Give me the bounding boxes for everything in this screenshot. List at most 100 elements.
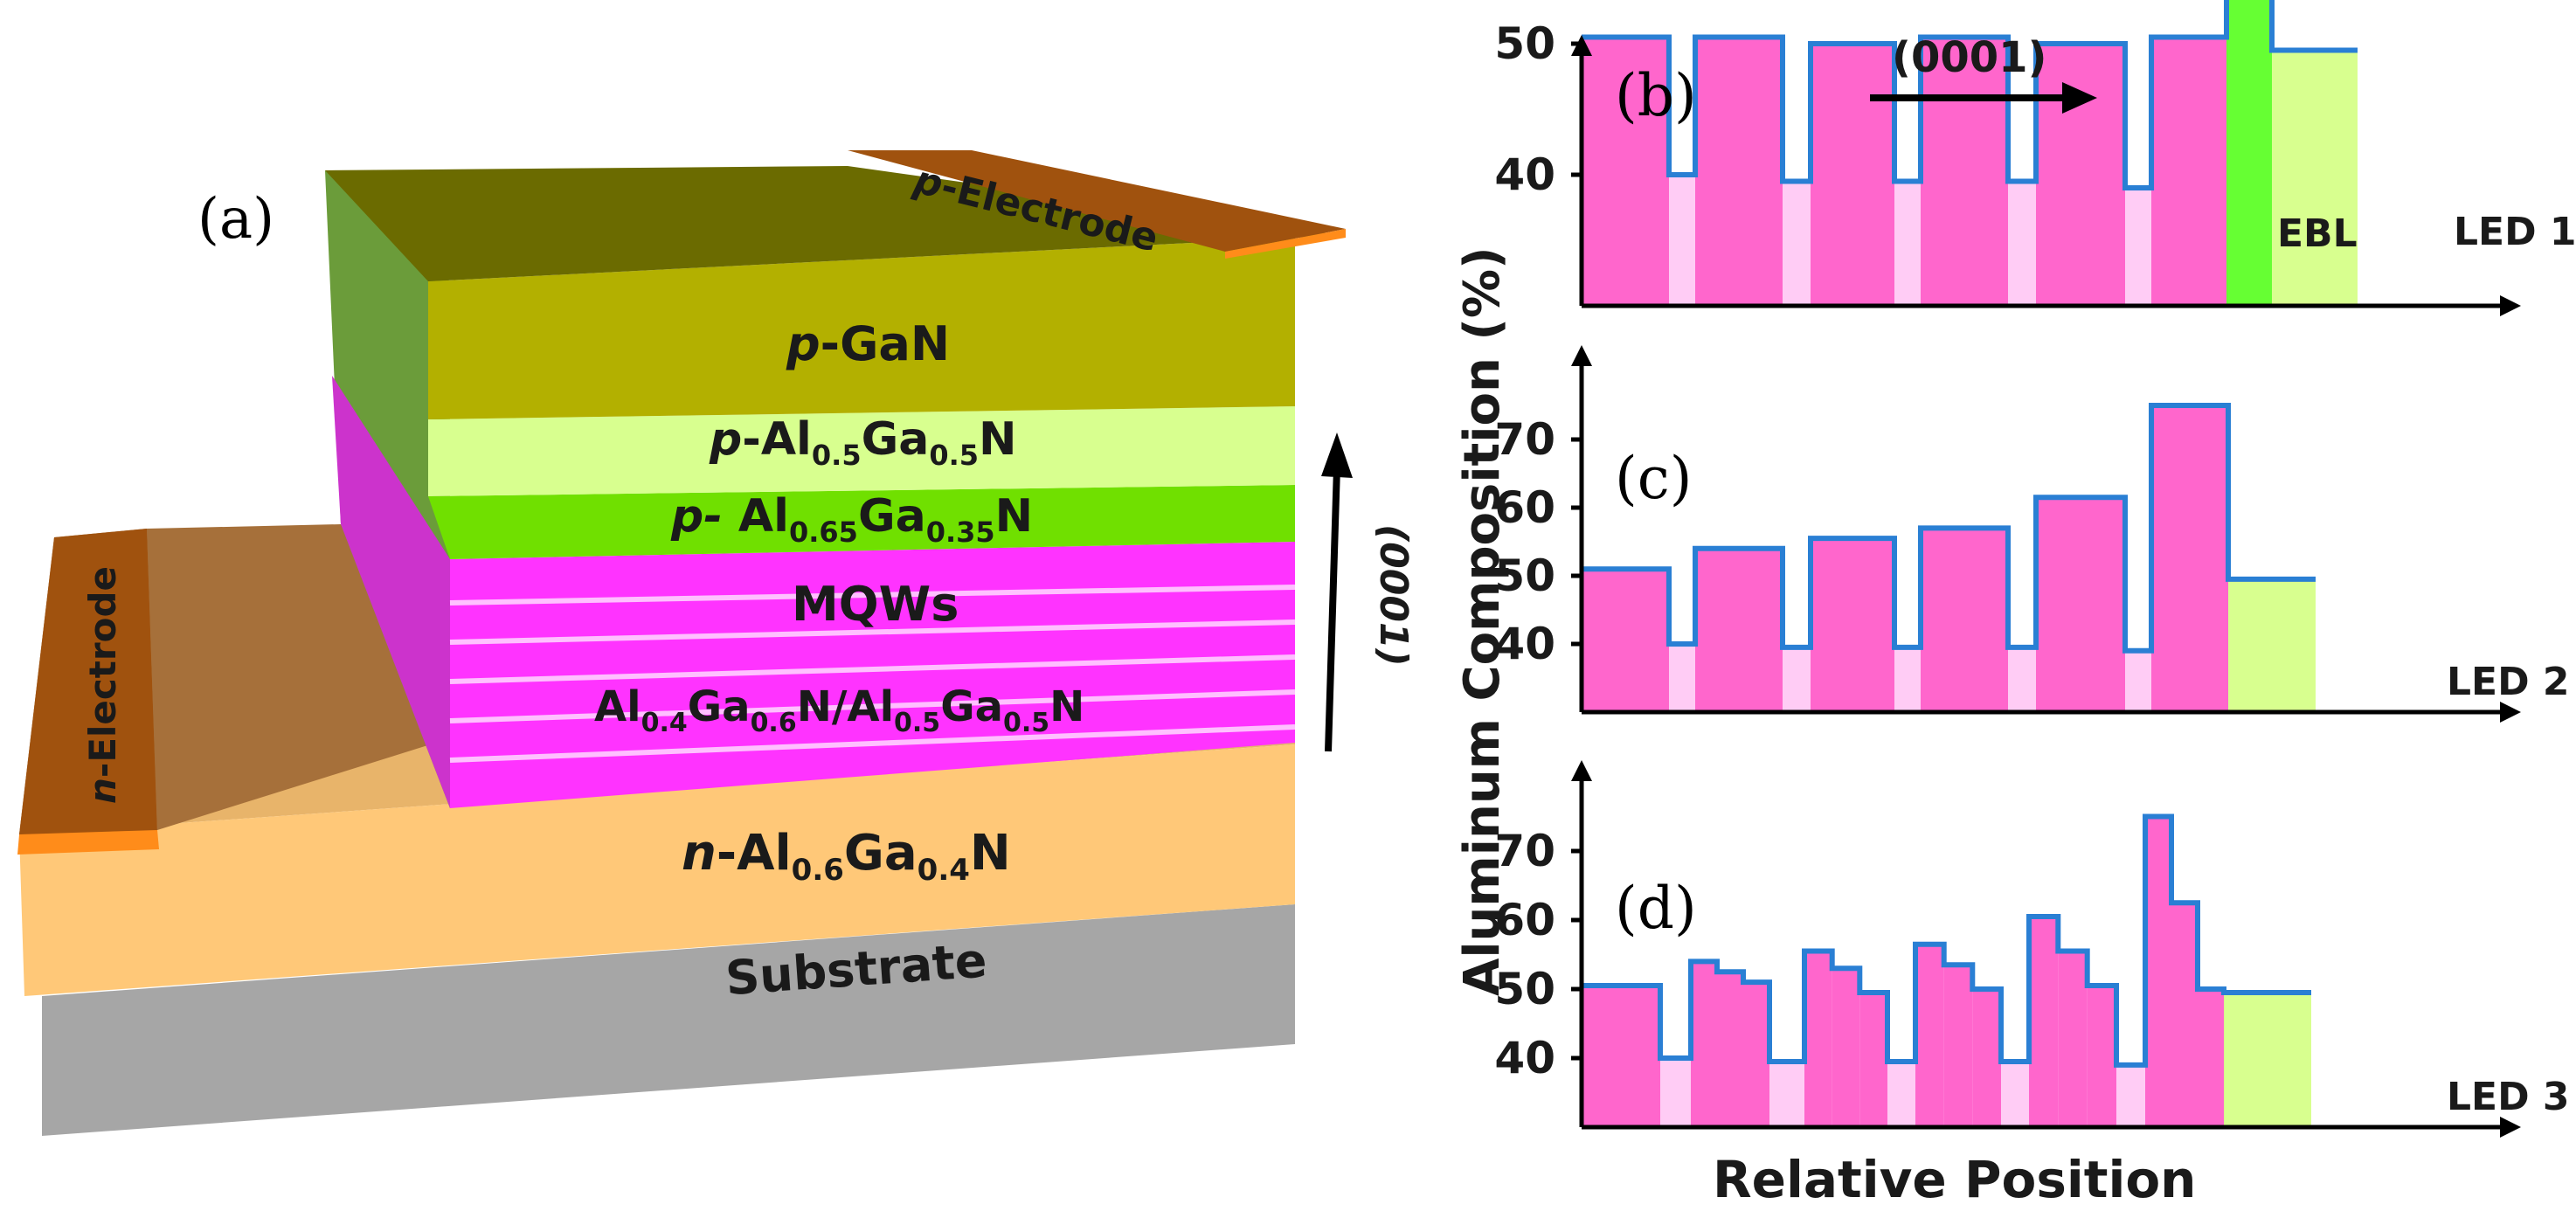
segment-well bbox=[1769, 1061, 1804, 1127]
segment-barrier bbox=[1915, 944, 1944, 1127]
series-label: LED 2 bbox=[2447, 660, 2570, 704]
segment-barrier bbox=[1921, 37, 2008, 306]
y-tick-label: 60 bbox=[1494, 482, 1555, 533]
segment-p bbox=[2272, 50, 2358, 306]
p-gan-top bbox=[325, 166, 1346, 281]
chart-d: 40 50 60 70 (d) LED 3 bbox=[1494, 760, 2570, 1138]
segment-ebl bbox=[2226, 0, 2272, 306]
segment-well bbox=[1894, 181, 1921, 306]
y-tick-label: 70 bbox=[1494, 414, 1555, 465]
x-axis-title: Relative Position bbox=[1713, 1150, 2196, 1209]
segment-barrier bbox=[1582, 37, 1669, 306]
segment-barrier bbox=[2198, 989, 2224, 1127]
y-tick-label: 40 bbox=[1494, 619, 1555, 669]
segment-well bbox=[1887, 1061, 1915, 1127]
segment-barrier bbox=[1859, 992, 1887, 1127]
segment-barrier bbox=[1695, 548, 1783, 712]
segment-well bbox=[1669, 175, 1695, 306]
panel-label: (d) bbox=[1615, 875, 1697, 942]
y-axis-arrow bbox=[1571, 760, 1592, 781]
panel-label: (b) bbox=[1615, 62, 1697, 129]
segment-barrier bbox=[1811, 538, 1894, 712]
segment-barrier bbox=[1943, 965, 1973, 1127]
x-axis-arrow bbox=[2500, 1117, 2521, 1138]
ebl-label: p- Al0.65Ga0.35N bbox=[670, 490, 1033, 549]
n-electrode-edge bbox=[17, 830, 159, 855]
n-algan-label: n-Al0.6Ga0.4N bbox=[682, 825, 1011, 888]
growth-arrow-line bbox=[1325, 467, 1340, 752]
p-electrode-top bbox=[848, 150, 1346, 252]
segment-well bbox=[2125, 650, 2151, 712]
series-label: LED 3 bbox=[2447, 1075, 2570, 1119]
segment-well bbox=[1783, 647, 1811, 712]
segment-barrier bbox=[1695, 37, 1783, 306]
segment-barrier bbox=[2058, 951, 2088, 1127]
growth-direction-label: (0001) bbox=[1371, 524, 1416, 667]
substrate-front bbox=[42, 904, 1295, 1136]
segment-barrier bbox=[2087, 986, 2116, 1127]
segment-well bbox=[2116, 1064, 2145, 1127]
ebl-segment-label: EBL bbox=[2277, 211, 2358, 256]
composition-profile-line bbox=[1582, 403, 2316, 654]
p-gan-label: p-GaN bbox=[786, 316, 950, 371]
segment-barrier bbox=[1804, 951, 1832, 1127]
y-tick-label: 50 bbox=[1494, 18, 1555, 69]
y-tick-label: 60 bbox=[1494, 895, 1555, 945]
mqw-front bbox=[450, 542, 1295, 808]
segment-barrier bbox=[1811, 44, 1894, 306]
y-tick-label: 40 bbox=[1494, 1033, 1555, 1083]
segment-barrier bbox=[1743, 982, 1769, 1127]
y-tick-label: 50 bbox=[1494, 550, 1555, 601]
segment-well bbox=[2008, 181, 2036, 306]
segment-barrier bbox=[1582, 986, 1660, 1127]
segment-barrier bbox=[2029, 917, 2059, 1127]
segment-barrier bbox=[2171, 903, 2198, 1127]
n-electrode-strip bbox=[19, 529, 157, 834]
direction-arrow-head bbox=[2062, 82, 2097, 114]
segment-p bbox=[2228, 578, 2316, 712]
device-structure bbox=[17, 150, 1353, 1136]
segment-barrier bbox=[1832, 968, 1860, 1127]
segment-barrier bbox=[1582, 569, 1669, 712]
y-axis-title: Aluminum Composition (%) bbox=[1454, 246, 1511, 996]
panel-a-label: (a) bbox=[197, 187, 274, 252]
direction-label: (0001) bbox=[1892, 33, 2046, 82]
p-algan-front bbox=[428, 406, 1295, 496]
segment-barrier bbox=[1691, 961, 1717, 1127]
segment-well bbox=[1783, 181, 1811, 306]
composition-profile-line bbox=[1582, 0, 2358, 190]
segment-barrier bbox=[2151, 405, 2228, 712]
segment-well bbox=[1894, 647, 1921, 712]
segment-well bbox=[2008, 647, 2036, 712]
n-electrode-label: n-Electrode bbox=[81, 566, 124, 804]
composition-profile-line bbox=[1582, 813, 2311, 1068]
p-gan-front bbox=[428, 238, 1295, 419]
segment-well bbox=[2001, 1061, 2029, 1127]
growth-arrow-head bbox=[1321, 433, 1353, 478]
chart-c: 40 50 60 70 (c) LED 2 bbox=[1494, 345, 2570, 723]
mqw-lines bbox=[449, 585, 1296, 763]
y-tick-label: 40 bbox=[1494, 149, 1555, 200]
p-algan-label: p-Al0.5Ga0.5N bbox=[709, 413, 1017, 472]
mqws-label: MQWs bbox=[792, 577, 959, 632]
segment-barrier bbox=[1921, 528, 2008, 712]
segment-well bbox=[2125, 188, 2151, 306]
mesa-side-mqw bbox=[332, 376, 450, 808]
mqw-composition-label: Al0.4Ga0.6N/Al0.5Ga0.5N bbox=[594, 682, 1084, 738]
p-electrode-edge bbox=[1225, 229, 1346, 259]
segment-p bbox=[2224, 992, 2311, 1127]
segment-barrier bbox=[2151, 37, 2226, 306]
segment-barrier bbox=[1717, 972, 1743, 1127]
series-label: LED 1 bbox=[2454, 210, 2576, 254]
segment-barrier bbox=[2036, 44, 2125, 306]
segment-well bbox=[1669, 644, 1695, 712]
y-tick-label: 50 bbox=[1494, 964, 1555, 1014]
y-tick-label: 70 bbox=[1494, 826, 1555, 876]
segment-barrier bbox=[2145, 816, 2171, 1127]
segment-barrier bbox=[1972, 989, 2001, 1127]
panel-label: (c) bbox=[1615, 445, 1692, 512]
ebl-front bbox=[428, 485, 1295, 559]
